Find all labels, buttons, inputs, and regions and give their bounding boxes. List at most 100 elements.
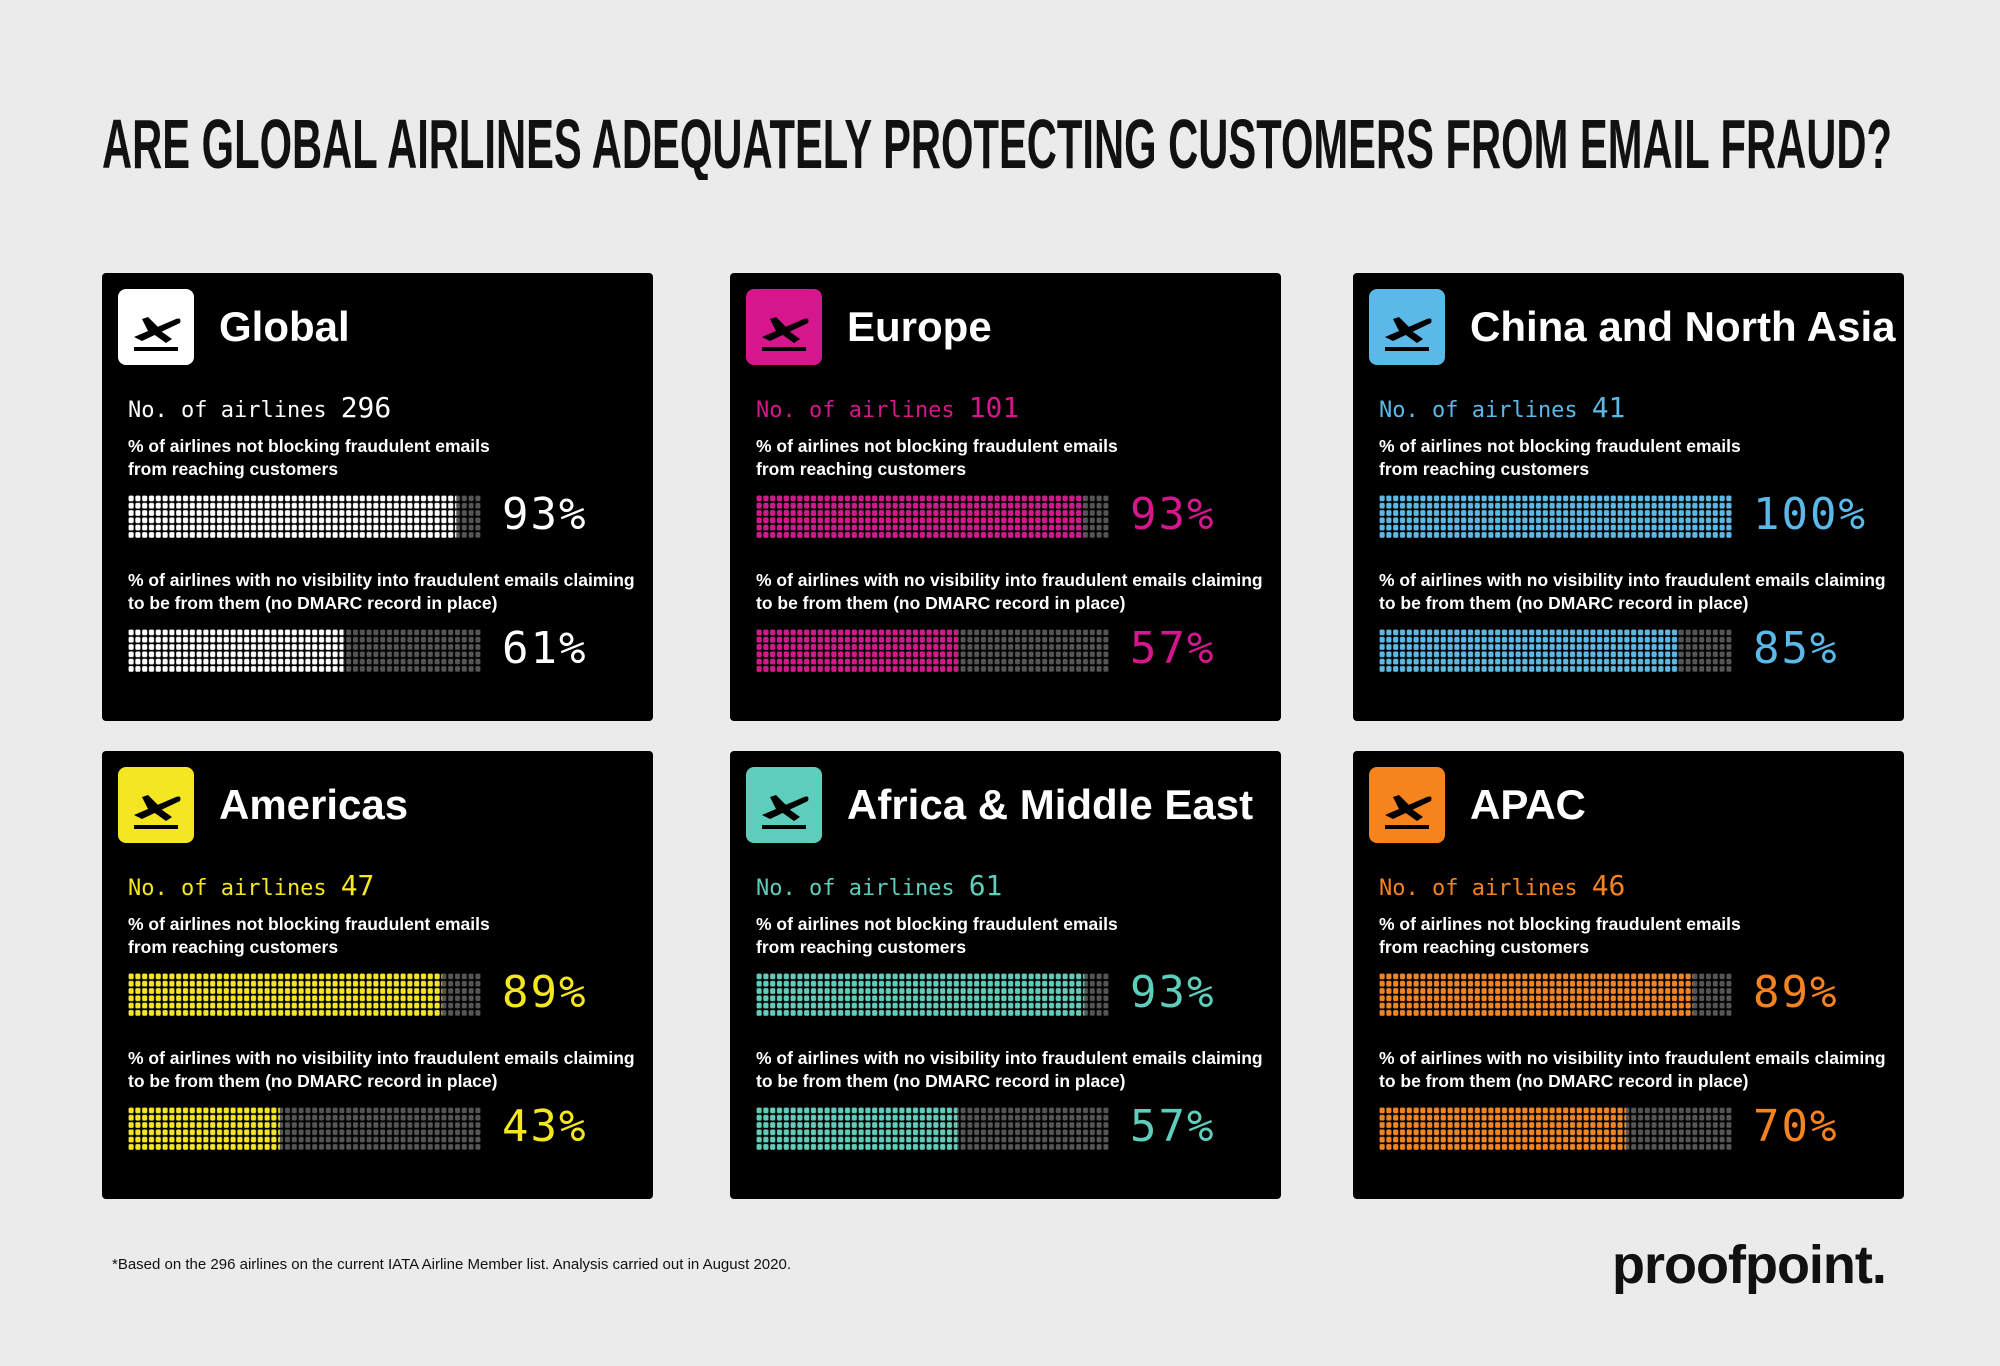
bar bbox=[128, 1107, 280, 1151]
bar-chart bbox=[1379, 1107, 1732, 1151]
bar-chart bbox=[756, 1107, 1109, 1151]
icon-ground bbox=[762, 825, 806, 829]
airlines-count: 101 bbox=[968, 391, 1020, 424]
value-label: 43% bbox=[502, 1101, 588, 1152]
panel: APAC No. of airlines 46 % of airlines not b… bbox=[1353, 751, 1904, 1199]
bar bbox=[1379, 973, 1694, 1017]
icon bbox=[746, 767, 822, 843]
icon-plane bbox=[134, 795, 181, 821]
bar bbox=[128, 973, 443, 1017]
bar bbox=[756, 629, 958, 673]
bar-chart bbox=[756, 495, 1109, 539]
icon bbox=[746, 289, 822, 365]
icon-ground bbox=[1385, 825, 1429, 829]
value-label: 70% bbox=[1753, 1101, 1839, 1152]
panel: Africa & Middle East No. of airlines 61 % o… bbox=[730, 751, 1281, 1199]
airlines-label: No. of airlines bbox=[1379, 398, 1578, 423]
value-label: 100% bbox=[1753, 489, 1867, 540]
bar-chart bbox=[1379, 629, 1732, 673]
airlines-label: No. of airlines bbox=[1379, 876, 1578, 901]
metric-label: % of airlines with no visibility into fr… bbox=[128, 1048, 635, 1091]
value-label: 85% bbox=[1753, 623, 1839, 674]
metric-label: % of airlines with no visibility into fr… bbox=[756, 1048, 1263, 1091]
airlines-label: No. of airlines bbox=[128, 398, 327, 423]
icon-plane bbox=[762, 795, 809, 821]
icon bbox=[1369, 767, 1445, 843]
value-label: 93% bbox=[1130, 489, 1216, 540]
airlines-label: No. of airlines bbox=[128, 876, 327, 901]
icon-plane bbox=[1385, 317, 1432, 343]
icon-plane bbox=[762, 317, 809, 343]
bar-chart bbox=[128, 1107, 481, 1151]
airlines-row: No. of airlines 46 bbox=[1379, 869, 1625, 902]
icon-ground bbox=[1385, 347, 1429, 351]
panel: Global No. of airlines 296 % of airlines no… bbox=[102, 273, 653, 721]
airlines-row: No. of airlines 296 bbox=[128, 391, 391, 424]
airlines-label: No. of airlines bbox=[756, 876, 955, 901]
airlines-row: No. of airlines 47 bbox=[128, 869, 374, 902]
title: ARE GLOBAL AIRLINES ADEQUATELY PROTECTIN… bbox=[102, 105, 1892, 180]
bar bbox=[756, 973, 1085, 1017]
airlines-count: 47 bbox=[340, 869, 375, 902]
region-name: Global bbox=[219, 303, 350, 350]
airlines-count: 61 bbox=[968, 869, 1003, 902]
icon-ground bbox=[134, 825, 178, 829]
metric-label: % of airlines not blocking fraudulent em… bbox=[1379, 436, 1741, 479]
region-name: Africa & Middle East bbox=[847, 781, 1254, 828]
metric-label: % of airlines not blocking fraudulent em… bbox=[128, 914, 490, 957]
title-box: ARE GLOBAL AIRLINES ADEQUATELY PROTECTIN… bbox=[102, 105, 1892, 180]
region-name: China and North Asia bbox=[1470, 303, 1896, 350]
region-name: APAC bbox=[1470, 781, 1586, 828]
bar bbox=[756, 495, 1085, 539]
value-label: 93% bbox=[1130, 967, 1216, 1018]
icon-ground bbox=[134, 347, 178, 351]
bar-chart bbox=[756, 629, 1109, 673]
icon bbox=[1369, 289, 1445, 365]
value-label: 61% bbox=[502, 623, 588, 674]
bar bbox=[1379, 629, 1680, 673]
bar-chart bbox=[128, 629, 481, 673]
bar bbox=[1379, 1107, 1627, 1151]
region-name: Europe bbox=[847, 303, 992, 350]
airlines-count: 296 bbox=[340, 391, 392, 424]
value-label: 57% bbox=[1130, 1101, 1216, 1152]
panel: Americas No. of airlines 47 % of airlines n… bbox=[102, 751, 653, 1199]
bar bbox=[128, 495, 457, 539]
airlines-row: No. of airlines 101 bbox=[756, 391, 1019, 424]
region-name: Americas bbox=[219, 781, 409, 828]
bar-chart bbox=[756, 973, 1109, 1017]
metric-label: % of airlines not blocking fraudulent em… bbox=[1379, 914, 1741, 957]
bar bbox=[128, 629, 344, 673]
panel: Europe No. of airlines 101 % of airlines no… bbox=[730, 273, 1281, 721]
icon-plane bbox=[134, 317, 181, 343]
metric-label: % of airlines with no visibility into fr… bbox=[1379, 1048, 1886, 1091]
value-label: 57% bbox=[1130, 623, 1216, 674]
bar-chart bbox=[128, 973, 481, 1017]
airlines-row: No. of airlines 41 bbox=[1379, 391, 1625, 424]
bar bbox=[756, 1107, 958, 1151]
metric-label: % of airlines with no visibility into fr… bbox=[1379, 570, 1886, 613]
airlines-count: 46 bbox=[1591, 869, 1626, 902]
bar-chart bbox=[128, 495, 481, 539]
metric-label: % of airlines not blocking fraudulent em… bbox=[128, 436, 490, 479]
value-label: 93% bbox=[502, 489, 588, 540]
icon bbox=[118, 767, 194, 843]
value-label: 89% bbox=[1753, 967, 1839, 1018]
metric-label: % of airlines with no visibility into fr… bbox=[128, 570, 635, 613]
metric-label: % of airlines with no visibility into fr… bbox=[756, 570, 1263, 613]
bar-chart bbox=[1379, 495, 1732, 539]
value-label: 89% bbox=[502, 967, 588, 1018]
bar-chart bbox=[1379, 973, 1732, 1017]
icon bbox=[118, 289, 194, 365]
airlines-count: 41 bbox=[1591, 391, 1626, 424]
logo: proofpoint. bbox=[1612, 1235, 1887, 1295]
footnote: *Based on the 296 airlines on the curren… bbox=[112, 1256, 791, 1273]
panel: China and North Asia No. of airlines 41 % o… bbox=[1353, 273, 1904, 721]
metric-label: % of airlines not blocking fraudulent em… bbox=[756, 914, 1118, 957]
airlines-row: No. of airlines 61 bbox=[756, 869, 1002, 902]
icon-plane bbox=[1385, 795, 1432, 821]
airlines-label: No. of airlines bbox=[756, 398, 955, 423]
icon-ground bbox=[762, 347, 806, 351]
bar bbox=[1379, 495, 1732, 539]
